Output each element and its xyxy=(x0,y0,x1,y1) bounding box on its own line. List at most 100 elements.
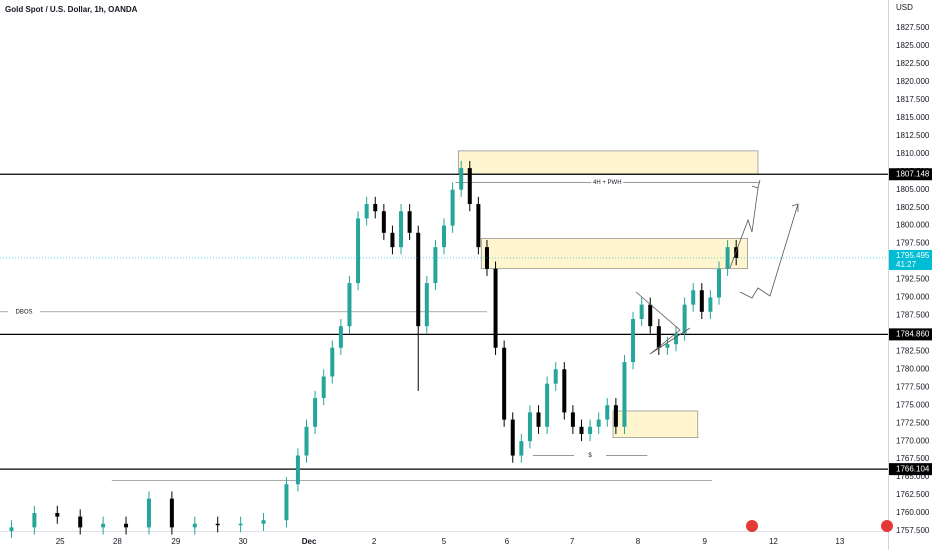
y-tick-label: 1817.500 xyxy=(896,95,930,104)
candle-body xyxy=(146,498,151,528)
candle-body xyxy=(442,225,446,248)
candle-body xyxy=(493,268,498,348)
candle-body xyxy=(373,204,378,212)
level-label: 1784.860 xyxy=(896,329,930,338)
x-tick-label: 30 xyxy=(238,537,247,546)
y-tick-label: 1760.000 xyxy=(896,508,930,517)
y-tick-label: 1792.500 xyxy=(896,275,930,284)
candle-body xyxy=(596,419,601,427)
candle-body xyxy=(579,426,584,434)
candle-body xyxy=(169,498,174,528)
candle-body xyxy=(32,512,37,528)
triangle-pattern xyxy=(635,291,691,355)
level-label: 1807.148 xyxy=(896,169,930,178)
last-price-bg xyxy=(889,249,932,270)
candle-body xyxy=(622,362,627,427)
y-tick-label: 1782.500 xyxy=(896,346,930,355)
y-tick-label: 1775.000 xyxy=(896,400,930,409)
candle-body xyxy=(536,412,541,427)
candle-body xyxy=(407,211,412,233)
candle-body xyxy=(527,412,532,442)
candle-body xyxy=(553,369,558,384)
candle-body xyxy=(390,232,395,248)
annotation-bg xyxy=(574,451,607,460)
candle-body xyxy=(588,426,593,434)
candle-body xyxy=(613,405,618,427)
level-label-bg xyxy=(889,168,932,181)
y-tick-label: 1787.500 xyxy=(896,311,930,320)
candle-body xyxy=(433,247,438,284)
last-price-label: 1795.495 xyxy=(896,251,930,260)
x-tick-label: 9 xyxy=(702,537,707,546)
candle-body xyxy=(708,297,713,312)
x-tick-label: 7 xyxy=(570,537,575,546)
candle-body xyxy=(304,426,309,456)
zone xyxy=(480,238,748,270)
y-tick-label: 1805.000 xyxy=(896,185,930,194)
candle-body xyxy=(639,304,644,320)
candle-body xyxy=(192,523,197,528)
candle-body xyxy=(55,512,60,517)
chart-title: Gold Spot / U.S. Dollar, 1h, OANDA xyxy=(5,5,138,14)
candle-body xyxy=(682,304,687,334)
annotation-text: 4H + PWH xyxy=(593,180,622,186)
y-tick-label: 1825.000 xyxy=(896,41,930,50)
currency-label: USD xyxy=(896,3,913,12)
candle-body xyxy=(459,168,464,190)
x-tick-label: 8 xyxy=(636,537,641,546)
countdown-label: 41:27 xyxy=(896,260,917,269)
annotation-bg xyxy=(591,178,624,187)
y-tick-label: 1827.500 xyxy=(896,23,930,32)
candle-body xyxy=(356,218,361,284)
candle-body xyxy=(476,204,481,248)
candle-body xyxy=(9,527,14,531)
y-tick-label: 1777.500 xyxy=(896,382,930,391)
candle-body xyxy=(313,398,318,427)
x-tick-label: 12 xyxy=(769,537,778,546)
x-tick-label: 25 xyxy=(56,537,65,546)
x-tick-label: Dec xyxy=(302,537,317,546)
candle-body xyxy=(631,319,636,363)
x-tick-label: 29 xyxy=(171,537,180,546)
candle-body xyxy=(665,344,670,348)
y-tick-label: 1765.000 xyxy=(896,472,930,481)
annotation-bg xyxy=(8,307,40,316)
candle-body xyxy=(330,347,335,377)
y-tick-label: 1757.500 xyxy=(896,526,930,535)
annotation-text: DBOS xyxy=(15,309,32,315)
candle-body xyxy=(261,520,266,524)
candle-body xyxy=(510,419,515,456)
candle-body xyxy=(238,523,243,526)
candle-body xyxy=(691,290,696,305)
y-tick-label: 1772.500 xyxy=(896,418,930,427)
candle-body xyxy=(725,247,730,269)
candle-body xyxy=(674,333,679,345)
level-label: 1766.104 xyxy=(896,464,930,473)
projection-arrow xyxy=(739,203,799,299)
candle-body xyxy=(295,455,300,485)
y-tick-label: 1780.000 xyxy=(896,364,930,373)
candle-body xyxy=(399,211,404,248)
y-tick-label: 1812.500 xyxy=(896,131,930,140)
candle-body xyxy=(347,283,352,327)
x-tick-label: 5 xyxy=(442,537,447,546)
plot-area: DBOS 4H + PWH $ xyxy=(0,150,888,539)
candle-body xyxy=(519,441,524,456)
y-tick-label: 1802.500 xyxy=(896,203,930,212)
candle-body xyxy=(502,347,507,420)
level-label-bg xyxy=(889,463,932,476)
candle-body xyxy=(124,523,129,528)
x-tick-label: 2 xyxy=(372,537,377,546)
x-tick-label: 13 xyxy=(835,537,844,546)
x-tick-label: 6 xyxy=(505,537,510,546)
y-tick-label: 1770.000 xyxy=(896,436,930,445)
candle-body xyxy=(381,211,386,233)
annotation-text: $ xyxy=(588,453,592,459)
y-tick-label: 1797.500 xyxy=(896,239,930,248)
drawings xyxy=(635,179,799,355)
zone xyxy=(612,410,699,438)
y-tick-label: 1762.500 xyxy=(896,490,930,499)
candle-body xyxy=(545,383,550,427)
